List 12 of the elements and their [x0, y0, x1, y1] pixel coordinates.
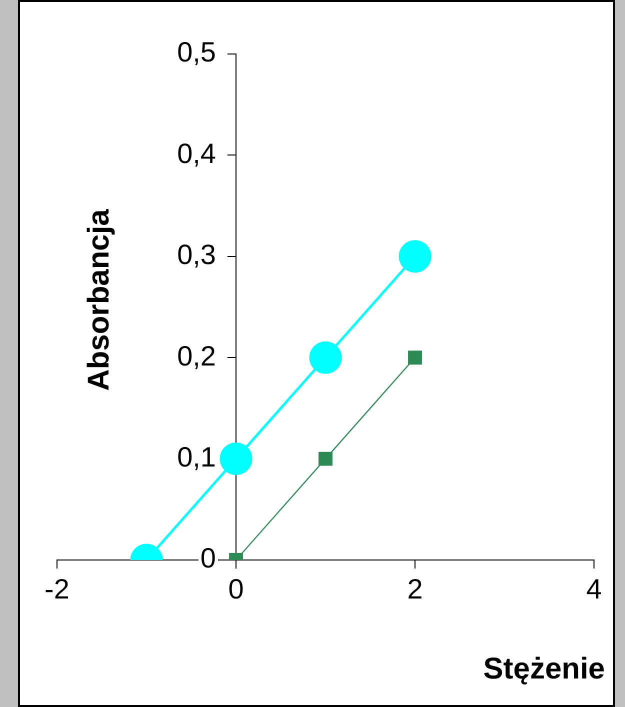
x-tick-label: -2 [44, 574, 70, 605]
x-axis-title: Stężenie [483, 652, 605, 686]
y-tick-label: 0,5 [177, 36, 216, 68]
y-tick-label: 0 [200, 542, 216, 574]
x-tick-label: 4 [586, 574, 602, 605]
x-tick-label: 2 [407, 574, 423, 605]
y-tick-label: 0,2 [177, 340, 216, 372]
y-tick-label: 0,3 [177, 239, 216, 270]
y-axis-title: Absorbancja [82, 208, 116, 391]
y-tick-label: 0,1 [177, 442, 216, 473]
y-tick-label: 0,4 [177, 138, 216, 169]
x-tick-label: 0 [228, 574, 244, 605]
